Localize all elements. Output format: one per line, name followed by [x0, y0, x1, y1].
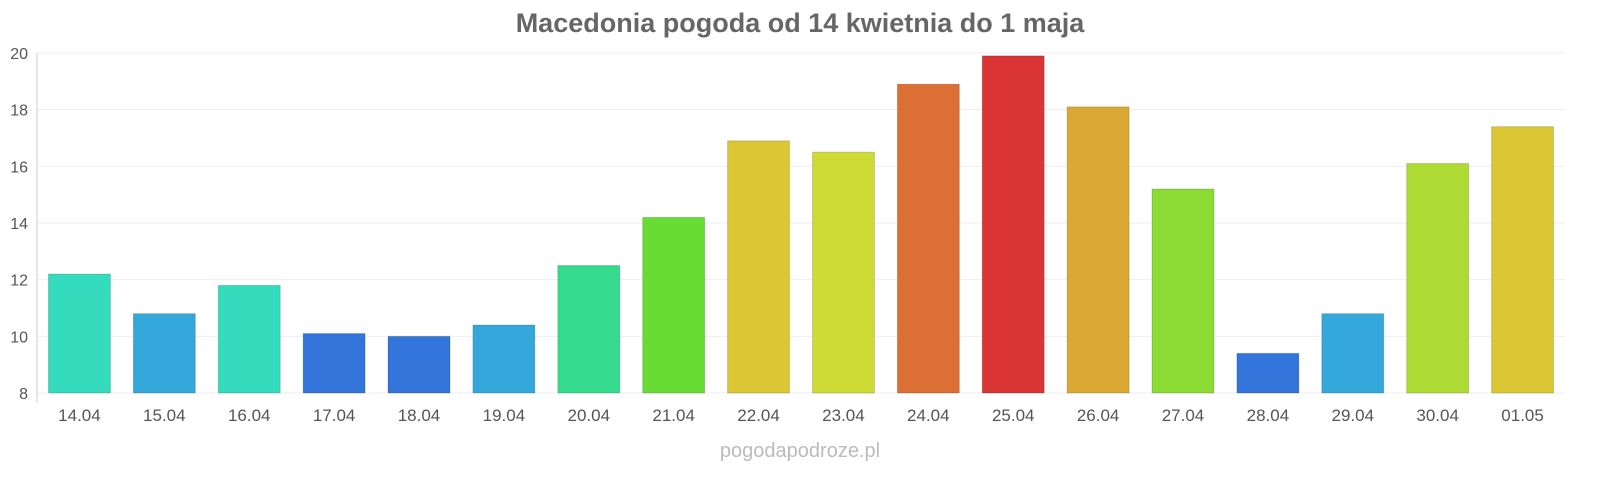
y-tick-label: 10: [10, 329, 28, 346]
x-tick-label: 23.04: [822, 406, 865, 425]
y-tick-label: 18: [10, 103, 28, 120]
bar: [1151, 188, 1215, 394]
bar: [1321, 313, 1385, 394]
x-tick-label: 30.04: [1416, 406, 1459, 425]
bar: [302, 333, 366, 394]
x-tick-label: 26.04: [1077, 406, 1120, 425]
x-tick-label: 16.04: [228, 406, 271, 425]
x-tick-label: 24.04: [907, 406, 950, 425]
bar: [727, 140, 791, 394]
bar: [387, 335, 451, 394]
x-tick-label: 28.04: [1247, 406, 1290, 425]
bar: [896, 83, 960, 394]
bar: [811, 151, 875, 394]
x-tick-label: 01.05: [1501, 406, 1544, 425]
bar: [1066, 106, 1130, 394]
y-tick-label: 12: [10, 273, 28, 290]
y-tick-label: 16: [10, 159, 28, 176]
x-tick-label: 21.04: [652, 406, 695, 425]
x-tick-label: 25.04: [992, 406, 1035, 425]
bar: [642, 216, 706, 394]
x-tick-label: 27.04: [1162, 406, 1205, 425]
chart-title: Macedonia pogoda od 14 kwietnia do 1 maj…: [515, 8, 1085, 38]
site-credit: pogodapodroze.pl: [719, 440, 881, 462]
bar: [217, 284, 281, 394]
bar: [1236, 352, 1300, 394]
bar: [132, 313, 196, 394]
x-tick-label: 19.04: [483, 406, 526, 425]
bar: [1406, 163, 1470, 394]
bar: [47, 273, 111, 394]
bar: [472, 324, 536, 394]
x-tick-label: 15.04: [143, 406, 186, 425]
x-tick-label: 20.04: [568, 406, 611, 425]
x-tick-label: 17.04: [313, 406, 356, 425]
x-tick-label: 29.04: [1332, 406, 1375, 425]
y-tick-label: 20: [10, 46, 28, 63]
x-tick-label: 22.04: [737, 406, 780, 425]
bar: [1491, 126, 1555, 394]
y-tick-label: 14: [10, 216, 28, 233]
y-tick-label: 8: [19, 386, 28, 403]
x-tick-label: 18.04: [398, 406, 441, 425]
x-tick-label: 14.04: [58, 406, 101, 425]
bar: [557, 265, 621, 394]
bar: [981, 55, 1045, 394]
